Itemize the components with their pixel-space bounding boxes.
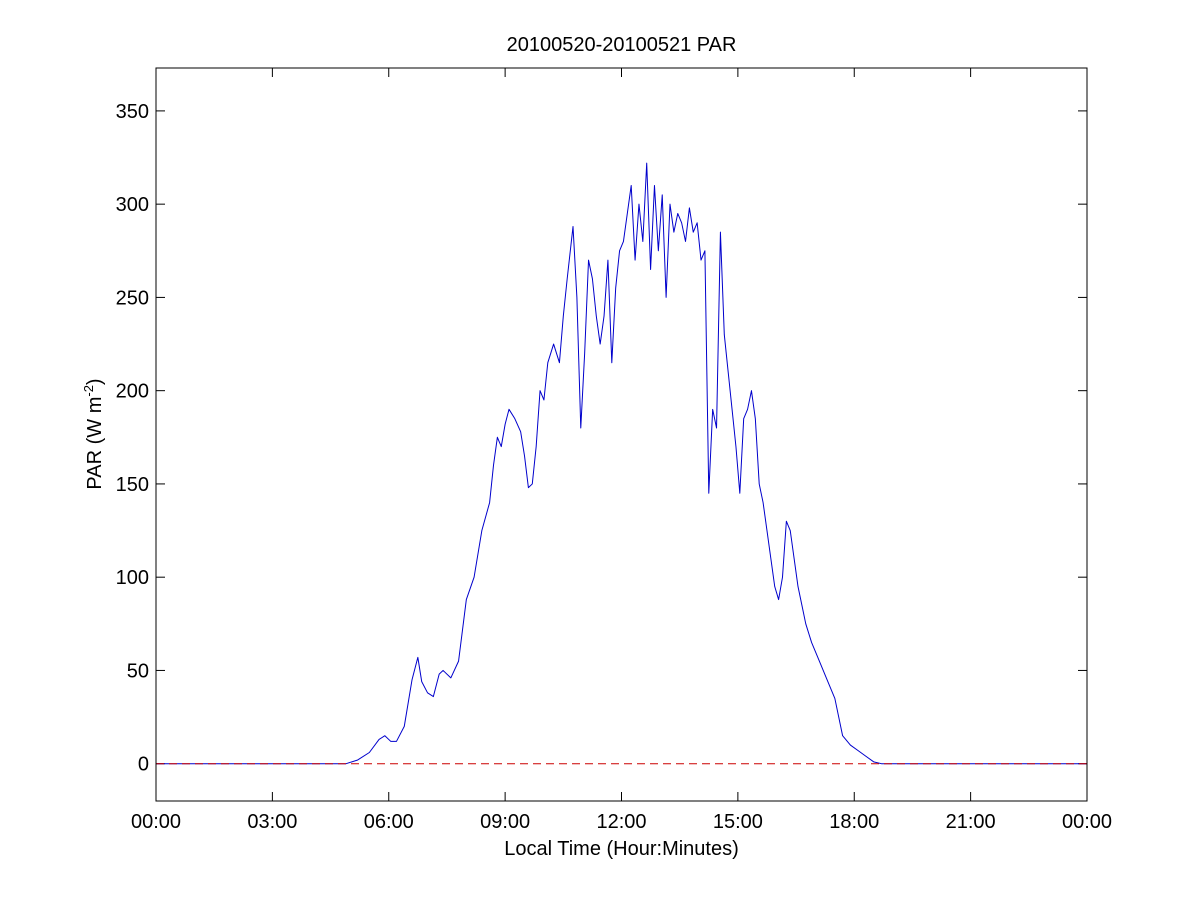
- y-axis-label: PAR (W m-2): [81, 378, 106, 489]
- axis-ticks: 00:00 03:00 06:00 09:00 12:00 15:00 18:00 21:00…: [116, 68, 1112, 833]
- y-tick-label: 150: [116, 474, 149, 496]
- y-tick-label: 300: [116, 194, 149, 216]
- x-axis-label: Local Time (Hour:Minutes): [504, 838, 739, 860]
- y-tick-label: 250: [116, 287, 149, 309]
- y-tick-label: 200: [116, 381, 149, 403]
- x-tick-label: 00:00: [1062, 811, 1112, 833]
- chart-title: 20100520-20100521 PAR: [507, 34, 737, 56]
- y-axis-label-superscript: -2: [81, 385, 96, 397]
- x-tick-label: 09:00: [480, 811, 530, 833]
- x-tick-label: 15:00: [713, 811, 763, 833]
- x-tick-label: 21:00: [946, 811, 996, 833]
- par-series-line: [156, 162, 1087, 765]
- plot-frame: [155, 67, 1088, 802]
- y-tick-label: 100: [116, 567, 149, 589]
- y-tick-label: 50: [127, 660, 149, 682]
- x-tick-label: 18:00: [829, 811, 879, 833]
- x-tick-label: 03:00: [247, 811, 297, 833]
- plot-area: [156, 68, 1087, 801]
- x-tick-label: 06:00: [364, 811, 414, 833]
- x-tick-label: 12:00: [596, 811, 646, 833]
- y-tick-label: 350: [116, 101, 149, 123]
- y-axis-label-close: ): [84, 378, 106, 385]
- y-tick-label: 0: [138, 754, 149, 776]
- data-series: [156, 162, 1087, 765]
- y-axis-label-main: PAR (W m: [84, 397, 106, 490]
- x-tick-label: 00:00: [131, 811, 181, 833]
